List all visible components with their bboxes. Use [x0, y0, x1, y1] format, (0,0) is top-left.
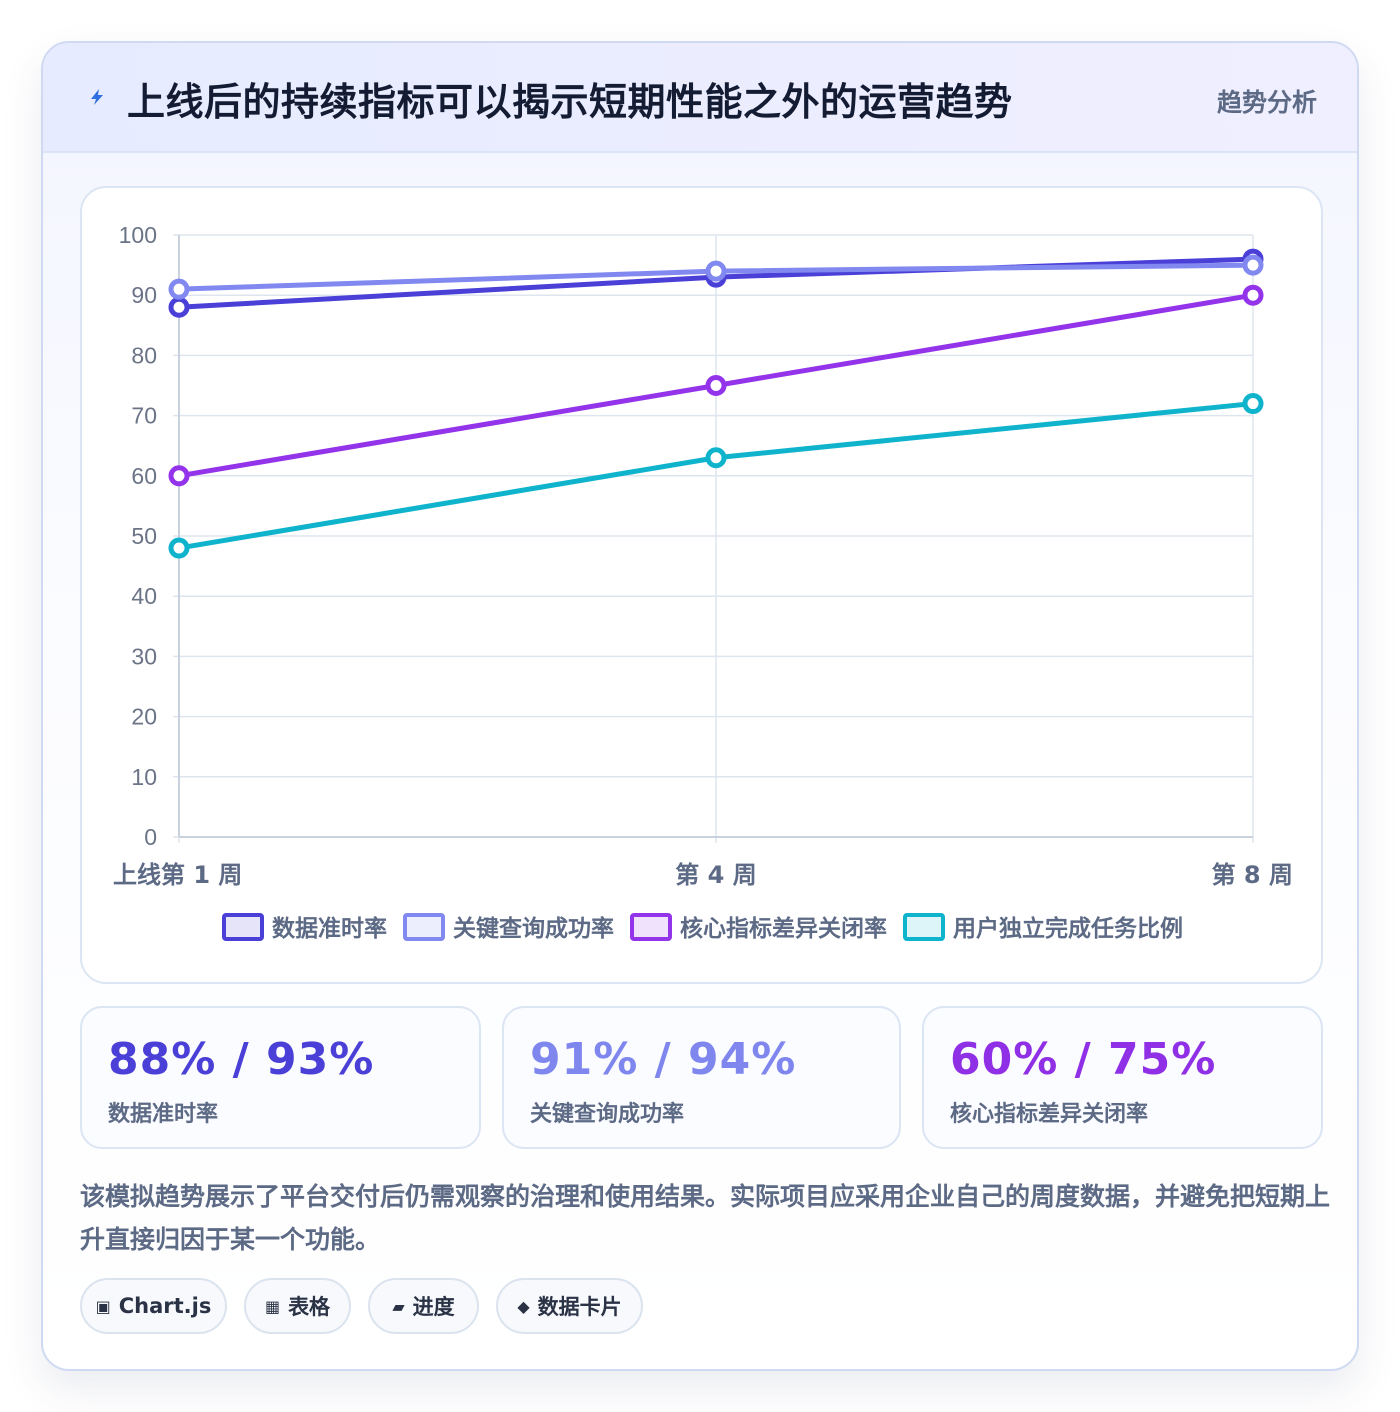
y-tick-label: 0	[144, 824, 157, 850]
chart-description: 该模拟趋势展示了平台交付后仍需观察的治理和使用结果。实际项目应采用企业自己的周度…	[80, 1182, 1331, 1254]
y-tick-label: 20	[131, 704, 157, 730]
data-point	[705, 260, 727, 282]
x-tick-label: 上线第 1 周	[113, 861, 242, 889]
y-tick-label: 90	[131, 282, 157, 308]
chart-icon: ▣	[95, 1296, 111, 1316]
trend-card: 上线后的持续指标可以揭示短期性能之外的运营趋势 趋势分析 0 10 20 30 40 50…	[41, 41, 1359, 1371]
data-point	[168, 537, 190, 559]
data-point	[705, 447, 727, 469]
data-point	[168, 296, 190, 318]
legend-label: 数据准时率	[272, 915, 387, 942]
data-point	[1242, 284, 1264, 306]
legend-swatch	[630, 913, 672, 941]
page-title: 上线后的持续指标可以揭示短期性能之外的运营趋势	[127, 80, 1013, 124]
lightning-icon	[91, 89, 103, 105]
y-tick-label: 40	[131, 583, 157, 609]
stat-value: 91% / 94%	[530, 1034, 797, 1085]
chart-panel: 0 10 20 30 40 50 60 70 80 90 100 上线第 1 周 第 4 周 第 8 周数…	[80, 186, 1323, 984]
stat-value: 88% / 93%	[108, 1034, 375, 1085]
x-tick-label: 第 4 周	[675, 861, 756, 889]
y-tick-label: 50	[131, 523, 157, 549]
legend-label: 核心指标差异关闭率	[680, 915, 887, 942]
progress-icon: ▰	[392, 1296, 405, 1316]
y-tick-label: 70	[131, 403, 157, 429]
stat-card-1: 88% / 93% 数据准时率	[80, 1006, 481, 1149]
chip-table[interactable]: ▦ 表格	[244, 1278, 351, 1334]
data-point	[1242, 254, 1264, 276]
data-point	[705, 375, 727, 396]
y-tick-label: 80	[131, 342, 157, 368]
chip-progress[interactable]: ▰ 进度	[368, 1278, 479, 1334]
table-icon: ▦	[264, 1296, 281, 1316]
x-tick-label: 第 8 周	[1212, 861, 1293, 889]
stat-label: 数据准时率	[108, 1102, 219, 1127]
line-chart: 0 10 20 30 40 50 60 70 80 90 100 上线第 1 周 第 4 周 第 8 周数…	[113, 222, 1293, 942]
legend-swatch	[903, 913, 945, 941]
y-tick-label: 60	[131, 463, 157, 489]
legend-swatch	[403, 913, 445, 941]
chip-label: 表格	[288, 1295, 331, 1319]
data-point	[168, 465, 190, 487]
legend-swatch	[222, 913, 264, 941]
stat-card-3: 60% / 75% 核心指标差异关闭率	[922, 1006, 1323, 1149]
y-tick-label: 10	[131, 764, 157, 790]
stat-label: 关键查询成功率	[530, 1102, 685, 1127]
stat-label: 核心指标差异关闭率	[950, 1102, 1149, 1127]
y-tick-label: 30	[131, 643, 157, 669]
chip-data-card[interactable]: ◆ 数据卡片	[496, 1278, 643, 1334]
y-tick-label: 100	[119, 222, 157, 248]
stat-value: 60% / 75%	[950, 1034, 1217, 1085]
stat-card-2: 91% / 94% 关键查询成功率	[502, 1006, 901, 1149]
chip-chartjs[interactable]: ▣ Chart.js	[80, 1278, 227, 1334]
legend-label: 关键查询成功率	[453, 915, 614, 942]
data-point	[168, 278, 190, 300]
card-header: 上线后的持续指标可以揭示短期性能之外的运营趋势 趋势分析	[43, 43, 1357, 153]
data-point	[1242, 393, 1264, 415]
section-tag: 趋势分析	[1216, 88, 1317, 117]
card-icon: ◆	[517, 1296, 530, 1316]
chip-label: 进度	[412, 1295, 455, 1319]
chip-label: 数据卡片	[537, 1295, 622, 1319]
chip-label: Chart.js	[118, 1294, 212, 1318]
legend-label: 用户独立完成任务比例	[953, 915, 1183, 942]
